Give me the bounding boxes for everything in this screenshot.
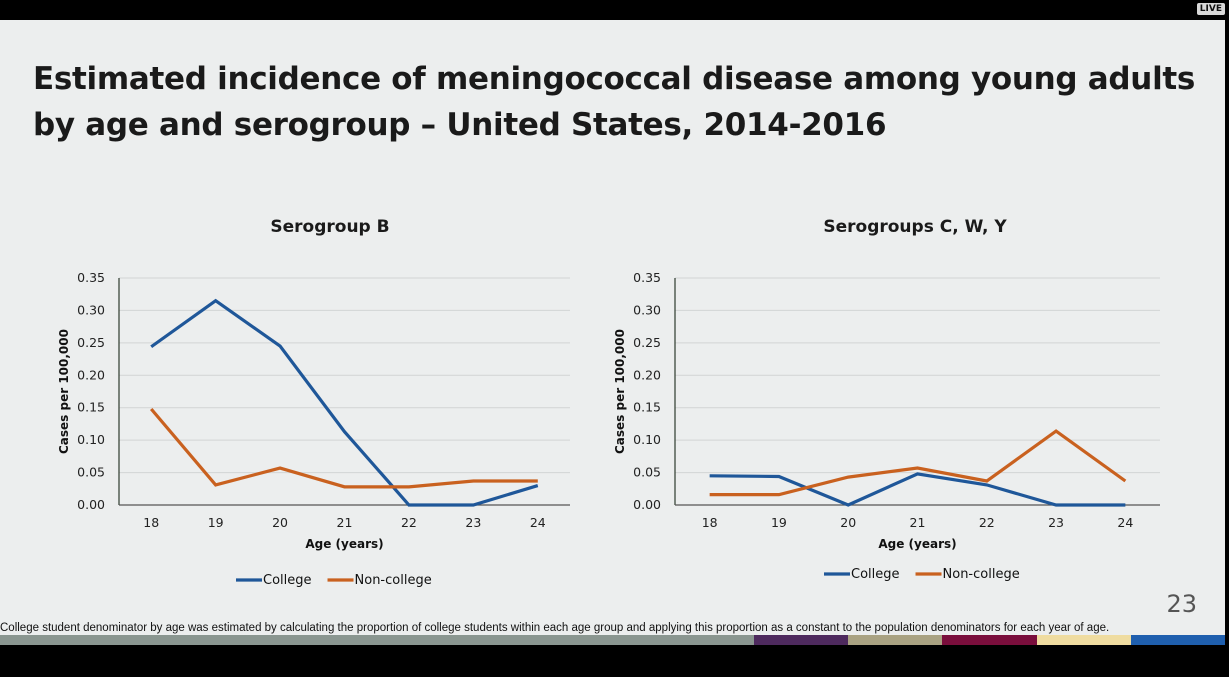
y-tick-label: 0.05 [633, 465, 661, 480]
y-tick-label: 0.10 [77, 432, 105, 447]
x-tick-label: 20 [272, 515, 288, 530]
x-tick-label: 23 [465, 515, 481, 530]
series-line-college [150, 298, 539, 507]
color-bar-segment [848, 635, 943, 645]
color-bar-segment [1036, 635, 1131, 645]
y-tick-label: 0.15 [633, 400, 661, 415]
series-line-college [709, 472, 1126, 507]
chart-serogroups-cwy: Serogroups C, W, Y 0.00 0.05 0.10 0.15 0.20 0.… [613, 217, 1160, 582]
color-bar-segment [565, 635, 660, 645]
slide: Estimated incidence of meningococcal dis… [0, 20, 1226, 645]
x-tick-label: 19 [208, 515, 224, 530]
color-bar-segment [659, 635, 754, 645]
legend-label: Non-college [355, 573, 432, 588]
y-tick-label: 0.25 [633, 335, 661, 350]
slide-title-line-2: by age and serogroup – United States, 20… [33, 107, 887, 143]
page-number: 23 [1166, 590, 1197, 618]
slide-title-line-1: Estimated incidence of meningococcal dis… [33, 61, 1196, 97]
x-tick-label: 22 [401, 515, 417, 530]
color-bar-segment [0, 635, 95, 645]
x-tick-label: 18 [143, 515, 159, 530]
y-tick-label: 0.00 [633, 497, 661, 512]
x-tick-label: 19 [771, 515, 787, 530]
chart-title: Serogroups C, W, Y [823, 217, 1007, 237]
color-bar-segment [376, 635, 472, 645]
y-tick-label: 0.05 [77, 465, 105, 480]
x-tick-label: 18 [702, 515, 718, 530]
color-bar-segment [471, 635, 566, 645]
video-top-bar: LIVE [0, 0, 1229, 20]
color-bar-segment [188, 635, 283, 645]
x-tick-label: 22 [979, 515, 995, 530]
y-tick-label: 0.15 [77, 400, 105, 415]
x-axis-title: Age (years) [878, 537, 956, 551]
series-line-non-college [149, 407, 538, 489]
color-bar-segment [1130, 635, 1226, 645]
live-badge: LIVE [1196, 3, 1225, 15]
chart-serogroup-b: Serogroup B 0.00 0.05 0.10 0.15 0.20 0.25 0.30 0… [57, 217, 570, 588]
y-axis-title: Cases per 100,000 [613, 329, 627, 454]
x-tick-label: 21 [337, 515, 353, 530]
y-tick-label: 0.35 [77, 270, 105, 285]
y-tick-label: 0.00 [77, 497, 105, 512]
x-tick-label: 24 [530, 515, 546, 530]
y-tick-label: 0.30 [633, 302, 661, 317]
x-axis-title: Age (years) [305, 537, 383, 551]
color-bar-segment [753, 635, 849, 645]
legend-label: College [263, 573, 312, 588]
series-line-non-college [709, 429, 1127, 497]
legend-label: Non-college [943, 567, 1020, 582]
slide-title: Estimated incidence of meningococcal dis… [33, 56, 1213, 148]
color-bar-segment [942, 635, 1037, 645]
color-bar-segment [282, 635, 377, 645]
y-tick-label: 0.20 [633, 367, 661, 382]
x-tick-label: 23 [1048, 515, 1064, 530]
y-tick-label: 0.10 [633, 432, 661, 447]
chart-title: Serogroup B [270, 217, 389, 237]
legend-label: College [851, 567, 900, 582]
y-tick-label: 0.25 [77, 335, 105, 350]
footnote: College student denominator by age was e… [0, 622, 1110, 634]
y-tick-label: 0.30 [77, 302, 105, 317]
y-tick-label: 0.35 [633, 270, 661, 285]
x-tick-label: 21 [910, 515, 926, 530]
y-axis-title: Cases per 100,000 [57, 329, 71, 454]
video-bottom-bar [0, 645, 1229, 677]
y-tick-label: 0.20 [77, 367, 105, 382]
color-bar-segment [94, 635, 189, 645]
x-tick-label: 20 [840, 515, 856, 530]
decorative-color-bar [0, 635, 1226, 645]
x-tick-label: 24 [1117, 515, 1133, 530]
